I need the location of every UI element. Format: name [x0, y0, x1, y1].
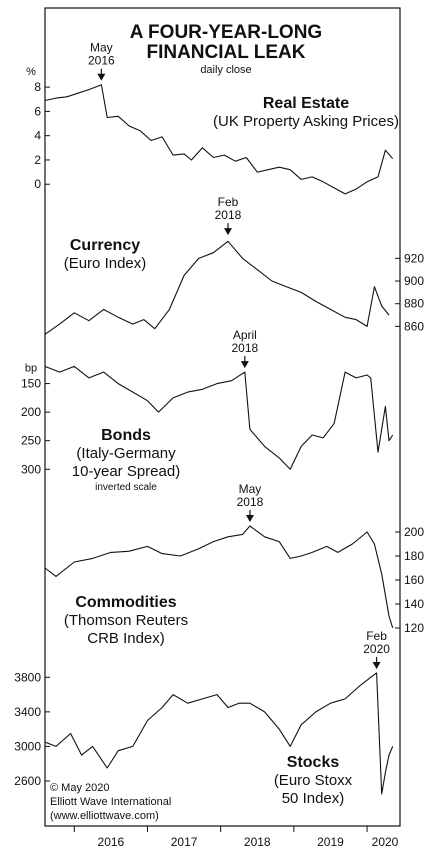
currency-annotation-line-1: Feb: [218, 195, 239, 209]
stocks-y-tick-label: 3000: [14, 739, 41, 753]
real-estate-annotation-line-1: May: [90, 41, 113, 55]
footer-url: (www.elliottwave.com): [50, 810, 159, 822]
footer-org: Elliott Wave International: [50, 796, 171, 808]
bonds-annotation-line-1: April: [233, 328, 257, 342]
bonds-series-line: [44, 365, 394, 470]
stocks-title-line-1: Stocks: [287, 754, 340, 771]
currency-y-tick-label: 880: [404, 297, 424, 311]
commodities-y-tick-label: 120: [404, 621, 424, 635]
currency-title-line-1: Currency: [70, 237, 140, 254]
currency-y-tick-label: 920: [404, 251, 424, 265]
bonds-title-line-2: (Italy-Germany: [76, 445, 176, 462]
real-estate-annotation-arrow-head: [97, 73, 106, 81]
real-estate-unit-label: %: [26, 66, 36, 78]
commodities-title-line-3: CRB Index): [87, 630, 165, 647]
commodities-title-line-1: Commodities: [75, 594, 176, 611]
stocks-annotation-line-1: Feb: [366, 629, 387, 643]
real-estate-title-line-2: (UK Property Asking Prices): [213, 113, 399, 130]
commodities-y-tick-label: 160: [404, 573, 424, 587]
bonds-y-tick-label: 300: [21, 462, 41, 476]
x-tick-label: 2017: [171, 835, 198, 849]
bonds-y-tick-label: 200: [21, 405, 41, 419]
currency-y-tick-label: 900: [404, 274, 424, 288]
stocks-y-tick-label: 3800: [14, 670, 41, 684]
real-estate-series-line: [44, 84, 394, 195]
bonds-y-tick-label: 150: [21, 377, 41, 391]
real-estate-y-tick-label: 2: [34, 153, 41, 167]
bonds-y-tick-label: 250: [21, 434, 41, 448]
panel-commodities: 200 180 160 140 120 Commodities(Thomson Reute…: [44, 482, 424, 647]
currency-series-line: [44, 240, 390, 335]
stocks-y-tick-label: 3400: [14, 705, 41, 719]
panel-real-estate: 8 6 4 2 0% Real Estate(UK Property Asking Pri…: [26, 41, 399, 195]
plot-frame: [44, 7, 401, 827]
chart-subtitle: daily close: [200, 64, 251, 76]
stocks-title-line-2: (Euro Stoxx: [274, 772, 353, 789]
bonds-title-line-3: 10-year Spread): [72, 463, 180, 480]
bonds-annotation-arrow-head: [240, 361, 249, 369]
x-tick-label: 2020: [372, 835, 399, 849]
commodities-title-line-2: (Thomson Reuters: [64, 612, 188, 629]
commodities-series-line: [44, 525, 394, 629]
stocks-series-line: [44, 672, 394, 795]
commodities-y-tick-label: 140: [404, 597, 424, 611]
x-tick-label: 2019: [317, 835, 344, 849]
stocks-y-tick-label: 2600: [14, 774, 41, 788]
stocks-annotation-line-2: 2020: [363, 642, 390, 656]
stocks-annotation-arrow-head: [372, 661, 381, 669]
panel-bonds: 150 200 250 300 bp Bonds(Italy-Germany10-year…: [21, 328, 394, 493]
x-axis: 2016 2017 2018 2019 2020: [73, 826, 399, 849]
stocks-title-line-3: 50 Index): [282, 790, 345, 807]
real-estate-y-tick-label: 6: [34, 104, 41, 118]
commodities-annotation-arrow-head: [245, 515, 254, 522]
x-tick-label: 2018: [244, 835, 271, 849]
real-estate-annotation-line-2: 2016: [88, 54, 115, 68]
bonds-title-line-1: Bonds: [101, 427, 151, 444]
bonds-note: inverted scale: [95, 482, 157, 493]
real-estate-title-line-1: Real Estate: [263, 95, 349, 112]
x-tick-label: 2016: [98, 835, 125, 849]
footer-copyright: © May 2020: [50, 782, 109, 794]
currency-title-line-2: (Euro Index): [64, 255, 147, 272]
bonds-annotation-line-2: 2018: [231, 341, 258, 355]
chart-title-line-1: A FOUR-YEAR-LONG: [130, 22, 322, 43]
real-estate-y-tick-label: 8: [34, 80, 41, 94]
commodities-annotation-line-2: 2018: [237, 495, 264, 509]
commodities-annotation-line-1: May: [239, 482, 262, 496]
real-estate-y-tick-label: 4: [34, 129, 41, 143]
commodities-y-tick-label: 200: [404, 525, 424, 539]
currency-y-tick-label: 860: [404, 319, 424, 333]
chart-title-line-2: FINANCIAL LEAK: [146, 42, 305, 63]
bonds-unit-label: bp: [25, 363, 37, 375]
currency-annotation-arrow-head: [223, 228, 232, 236]
commodities-y-tick-label: 180: [404, 549, 424, 563]
currency-annotation-line-2: 2018: [215, 208, 242, 222]
real-estate-y-tick-label: 0: [34, 177, 41, 191]
